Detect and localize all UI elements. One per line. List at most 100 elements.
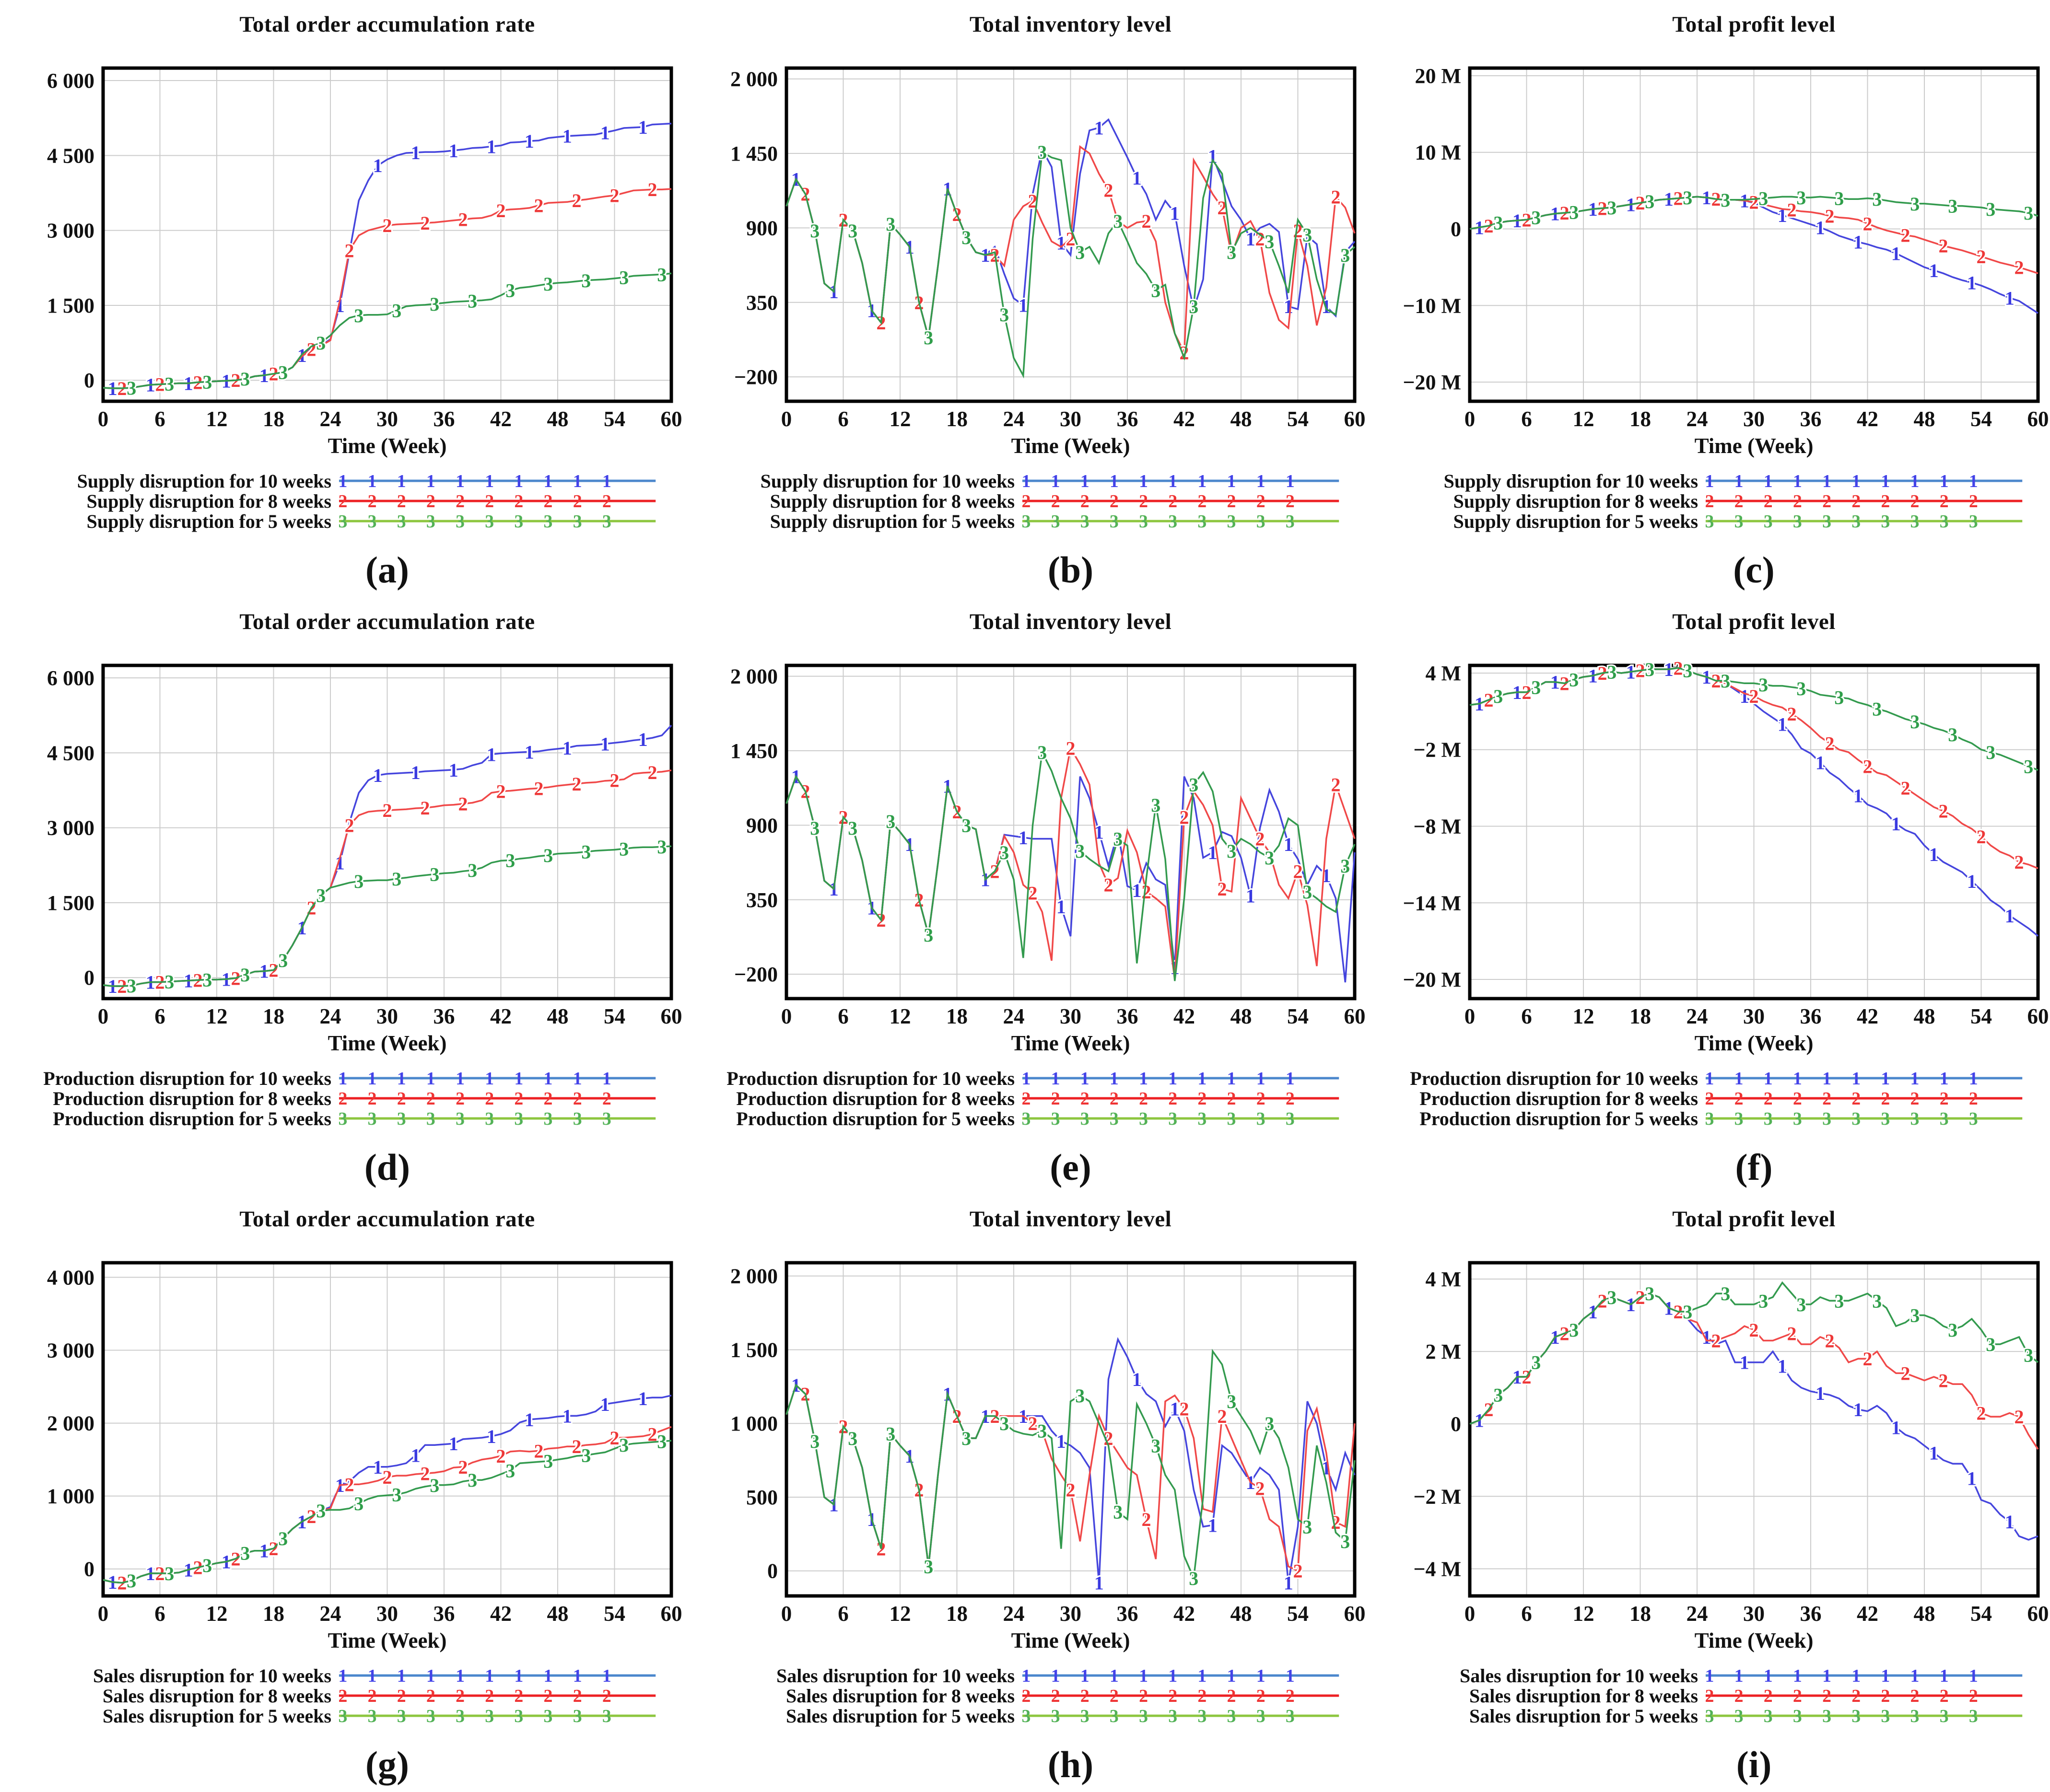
x-tick-label: 36 xyxy=(1800,407,1822,431)
x-tick-label: 54 xyxy=(1970,407,1992,431)
legend-key-marker-2: 2 xyxy=(1256,1686,1265,1706)
x-tick-label: 6 xyxy=(838,1004,849,1028)
series-marker-3: 3 xyxy=(1834,687,1844,709)
series-marker-3: 3 xyxy=(1189,296,1198,317)
series-marker-2: 2 xyxy=(458,209,468,231)
legend-key-marker-3: 3 xyxy=(1764,1109,1773,1129)
series-marker-1: 1 xyxy=(525,741,534,763)
x-tick-label: 6 xyxy=(1521,1004,1532,1028)
legend-row: Sales disruption for 8 weeks 2 2 2 2 2 2 2 2 2 2 xyxy=(683,1685,1367,1707)
series-marker-3: 3 xyxy=(1340,1531,1350,1552)
legend-row: Sales disruption for 8 weeks 2 2 2 2 2 2 2 2 2 2 xyxy=(0,1685,683,1707)
series-marker-2: 2 xyxy=(1825,1330,1835,1351)
series-marker-2: 2 xyxy=(421,212,430,234)
x-tick-label: 48 xyxy=(1914,1004,1935,1028)
chart-legend: Sales disruption for 10 weeks 1 1 1 1 1 1 1 1 1 1 … xyxy=(0,1665,683,1727)
series-marker-3: 3 xyxy=(961,227,971,248)
series-marker-2: 2 xyxy=(610,185,620,207)
legend-key-marker-1: 1 xyxy=(1705,471,1714,491)
series-marker-1: 1 xyxy=(1853,785,1863,807)
x-tick-label: 36 xyxy=(433,407,455,431)
series-marker-3: 3 xyxy=(1265,847,1274,869)
series-marker-3: 3 xyxy=(1683,1301,1692,1323)
legend-key-marker-3: 3 xyxy=(1705,1109,1714,1129)
legend-key-marker-1: 1 xyxy=(1139,471,1148,491)
legend-key-marker-2: 2 xyxy=(1969,491,1978,511)
legend-key-marker-2: 2 xyxy=(339,491,348,511)
series-marker-1: 1 xyxy=(1816,1383,1825,1404)
legend-label: Production disruption for 5 weeks xyxy=(1419,1107,1699,1129)
series-marker-1: 1 xyxy=(411,1444,421,1466)
x-tick-label: 24 xyxy=(1687,1602,1708,1626)
legend-key-marker-1: 1 xyxy=(1227,1666,1236,1686)
y-tick-label: 6 000 xyxy=(47,666,94,690)
series-marker-1: 1 xyxy=(1056,896,1066,918)
series-marker-3: 3 xyxy=(278,1528,288,1549)
legend-key-marker-1: 1 xyxy=(339,1069,348,1088)
x-tick-label: 0 xyxy=(98,407,109,431)
series-marker-3: 3 xyxy=(1493,1385,1503,1406)
legend-key-marker-1: 1 xyxy=(1197,471,1207,491)
series-marker-3: 3 xyxy=(1075,840,1085,862)
series-marker-3: 3 xyxy=(2024,202,2033,224)
series-marker-3: 3 xyxy=(1227,1391,1236,1412)
legend-key-marker-3: 3 xyxy=(485,1706,494,1726)
legend-key-marker-1: 1 xyxy=(602,471,611,491)
legend-label: Sales disruption for 5 weeks xyxy=(786,1705,1015,1727)
legend-key-marker-3: 3 xyxy=(456,512,465,531)
panel-f: Total profit level 4 M −2 M −8 M −14 M −20 M… xyxy=(1367,597,2050,1195)
chart-title: Total order accumulation rate xyxy=(239,1207,535,1232)
series-line-3 xyxy=(103,1440,672,1584)
y-tick-label: 1 500 xyxy=(730,1338,778,1361)
series-marker-3: 3 xyxy=(961,1428,971,1449)
legend-row: Production disruption for 10 weeks 1 1 1 1 1 1… xyxy=(0,1068,683,1089)
series-marker-3: 3 xyxy=(1075,242,1085,263)
legend-key-marker-1: 1 xyxy=(368,1666,377,1686)
y-tick-label: −4 M xyxy=(1413,1557,1461,1581)
legend-key-marker-2: 2 xyxy=(1110,491,1119,511)
series-marker-3: 3 xyxy=(1910,1305,1920,1327)
series-marker-3: 3 xyxy=(1113,210,1123,232)
series-marker-3: 3 xyxy=(430,864,439,885)
legend-key-marker-1: 1 xyxy=(514,1666,523,1686)
legend-key-marker-2: 2 xyxy=(1881,491,1890,511)
legend-key-marker-1: 1 xyxy=(544,471,553,491)
series-marker-1: 1 xyxy=(1929,844,1939,865)
panel-b: Total inventory level 2 000 1 450 900 350 −2… xyxy=(683,0,1367,597)
legend-key-marker-2: 2 xyxy=(514,1686,523,1706)
legend-label: Supply disruption for 5 weeks xyxy=(770,510,1015,532)
series-marker-2: 2 xyxy=(1749,686,1759,707)
series-marker-3: 3 xyxy=(1986,198,1995,220)
x-tick-label: 0 xyxy=(98,1004,109,1028)
series-marker-3: 3 xyxy=(1721,1283,1730,1304)
series-marker-2: 2 xyxy=(496,1445,506,1467)
y-tick-label: −200 xyxy=(734,365,778,389)
series-line-3 xyxy=(785,1349,1356,1582)
x-tick-label: 18 xyxy=(263,1004,284,1028)
series-marker-1: 1 xyxy=(373,765,383,786)
series-marker-1: 1 xyxy=(449,759,458,781)
legend-key-marker-3: 3 xyxy=(544,512,553,531)
series-marker-3: 3 xyxy=(164,971,174,993)
series-marker-1: 1 xyxy=(1132,880,1142,901)
x-tick-label: 18 xyxy=(946,407,968,431)
y-tick-label: 2 000 xyxy=(730,665,778,688)
legend-key-marker-2: 2 xyxy=(456,491,465,511)
x-tick-label: 54 xyxy=(604,407,625,431)
legend-row: Supply disruption for 10 weeks 1 1 1 1 1 1 1 1 1 1 xyxy=(0,470,683,492)
legend-key-marker-1: 1 xyxy=(1168,1069,1177,1088)
legend-key-marker-1: 1 xyxy=(1851,1666,1861,1686)
legend-row: Sales disruption for 10 weeks 1 1 1 1 1 1 1 1 1 1 xyxy=(683,1665,1367,1687)
legend-key-marker-2: 2 xyxy=(514,1089,523,1108)
series-marker-3: 3 xyxy=(1302,881,1312,903)
legend-key-marker-1: 1 xyxy=(1110,471,1119,491)
legend-key-marker-2: 2 xyxy=(1734,1089,1744,1108)
series-marker-2: 2 xyxy=(1142,1509,1151,1530)
x-tick-label: 18 xyxy=(1629,407,1651,431)
